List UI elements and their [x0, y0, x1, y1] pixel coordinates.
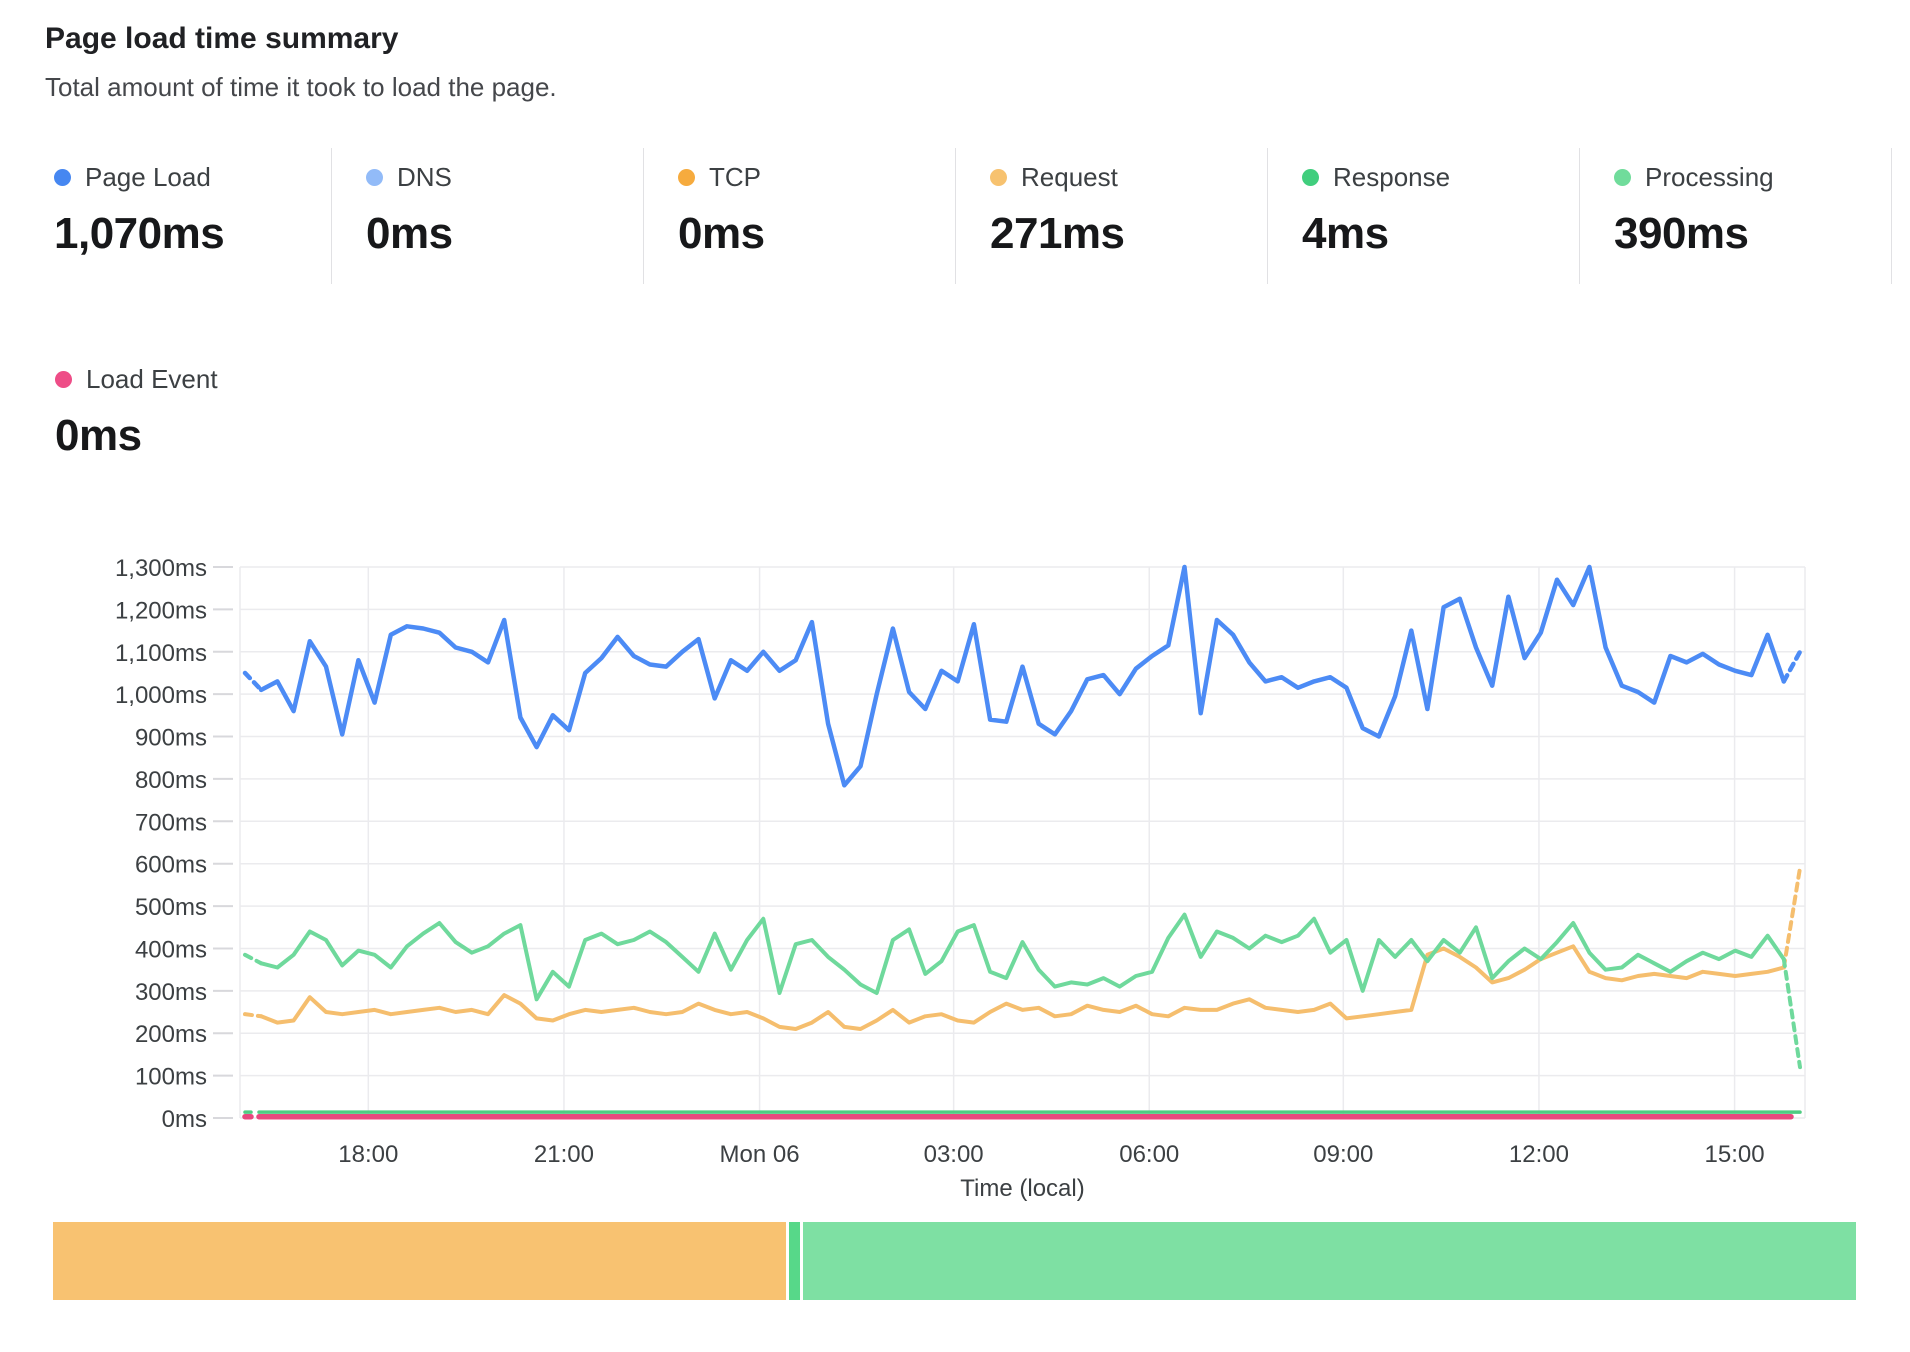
- metrics-legend: Page Load 1,070ms DNS 0ms TCP 0ms Reques…: [20, 148, 1892, 284]
- metric-value: 390ms: [1614, 209, 1749, 258]
- x-axis-title: Time (local): [960, 1175, 1084, 1202]
- x-tick-label: 03:00: [924, 1141, 984, 1168]
- metric-tcp: TCP 0ms: [644, 148, 956, 284]
- page-subtitle: Total amount of time it took to load the…: [45, 72, 557, 102]
- x-tick-label: 09:00: [1313, 1141, 1373, 1168]
- y-tick-label: 1,200ms: [115, 597, 207, 624]
- metric-value: 0ms: [366, 209, 453, 258]
- metric-value: 0ms: [55, 411, 142, 460]
- metric-label: Page Load: [85, 162, 211, 192]
- metric-label: Response: [1333, 162, 1451, 192]
- metric-value: 1,070ms: [54, 209, 225, 258]
- bar-segment-request: [53, 1222, 787, 1300]
- y-tick-label: 900ms: [135, 725, 207, 752]
- metric-load-event: Load Event 0ms: [55, 350, 218, 461]
- series-line-processing: [259, 912, 1786, 1002]
- y-tick-label: 200ms: [135, 1021, 207, 1048]
- page-title: Page load time summary: [45, 22, 399, 55]
- request-dot-icon: [990, 169, 1007, 186]
- metric-response: Response 4ms: [1268, 148, 1580, 284]
- series-dash-start-request: [243, 1012, 264, 1019]
- series-dash-end-page-load: [1781, 649, 1803, 684]
- dns-dot-icon: [366, 169, 383, 186]
- series-dash-end-request: [1781, 865, 1802, 970]
- metric-label: Request: [1021, 162, 1118, 192]
- y-tick-label: 1,000ms: [115, 682, 207, 709]
- metric-label: Load Event: [86, 364, 218, 394]
- y-tick-label: 1,300ms: [115, 555, 207, 582]
- y-tick-label: 1,100ms: [115, 640, 207, 667]
- y-tick-label: 0ms: [162, 1106, 207, 1133]
- x-tick-label: Mon 06: [720, 1141, 800, 1168]
- x-tick-label: 18:00: [338, 1141, 398, 1168]
- y-tick-label: 400ms: [135, 936, 207, 963]
- response-dot-icon: [1302, 169, 1319, 186]
- y-tick-label: 600ms: [135, 852, 207, 879]
- metric-value: 271ms: [990, 209, 1125, 258]
- metric-page-load: Page Load 1,070ms: [20, 148, 332, 284]
- y-tick-label: 800ms: [135, 767, 207, 794]
- metric-value: 4ms: [1302, 209, 1389, 258]
- y-tick-label: 500ms: [135, 894, 207, 921]
- series-dash-end-processing: [1781, 957, 1802, 1070]
- bar-segment-response: [789, 1222, 800, 1300]
- series-line-page-load: [258, 564, 1787, 788]
- x-tick-label: 15:00: [1705, 1141, 1765, 1168]
- x-tick-label: 12:00: [1509, 1141, 1569, 1168]
- bar-segment-processing: [802, 1222, 1856, 1300]
- page-load-dot-icon: [54, 169, 71, 186]
- metric-label: TCP: [709, 162, 761, 192]
- series-dash-start-page-load: [242, 670, 264, 693]
- y-tick-label: 100ms: [135, 1064, 207, 1091]
- metric-processing: Processing 390ms: [1580, 148, 1892, 284]
- series-dash-start-processing: [243, 952, 264, 966]
- series-line-request: [259, 944, 1786, 1031]
- timing-breakdown-bar: [53, 1222, 1856, 1300]
- metric-dns: DNS 0ms: [332, 148, 644, 284]
- load-event-dot-icon: [55, 371, 72, 388]
- metric-label: Processing: [1645, 162, 1774, 192]
- metric-value: 0ms: [678, 209, 765, 258]
- y-tick-label: 700ms: [135, 809, 207, 836]
- processing-dot-icon: [1614, 169, 1631, 186]
- metric-label: DNS: [397, 162, 452, 192]
- x-tick-label: 21:00: [534, 1141, 594, 1168]
- metric-request: Request 271ms: [956, 148, 1268, 284]
- x-tick-label: 06:00: [1119, 1141, 1179, 1168]
- y-tick-label: 300ms: [135, 979, 207, 1006]
- tcp-dot-icon: [678, 169, 695, 186]
